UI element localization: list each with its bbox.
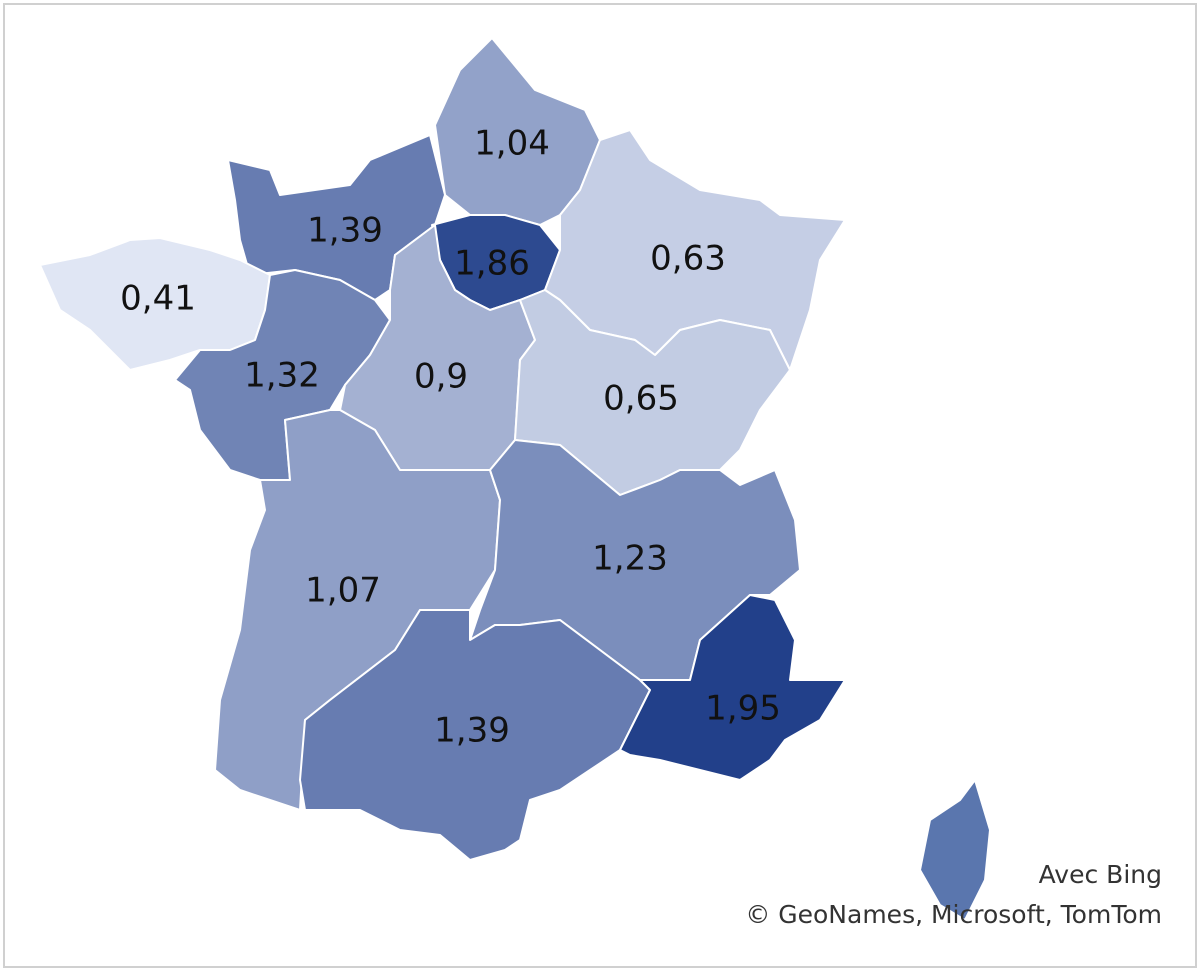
region: [619, 594, 846, 781]
regions: [39, 37, 991, 921]
value-label: 1,32: [244, 356, 320, 396]
corsica: [919, 779, 991, 921]
value-label: 1,86: [454, 244, 530, 284]
value-label: 1,95: [705, 689, 781, 729]
value-label: 0,65: [603, 379, 679, 419]
region: [514, 289, 791, 496]
value-label: 0,9: [414, 357, 468, 397]
value-label: 0,63: [650, 239, 726, 279]
attribution: Avec Bing: [1039, 860, 1162, 889]
value-label: 1,39: [307, 211, 383, 251]
value-label: 0,41: [120, 279, 196, 319]
value-label: 1,07: [305, 571, 381, 611]
value-label: 1,39: [434, 711, 510, 751]
value-label: 1,04: [474, 124, 550, 164]
labels: 1,04 1,39 1,86 0,63 0,41 1,32 0,9 0,65 1…: [120, 124, 781, 751]
value-label: 1,23: [592, 539, 668, 579]
attribution: © GeoNames, Microsoft, TomTom: [745, 900, 1162, 929]
